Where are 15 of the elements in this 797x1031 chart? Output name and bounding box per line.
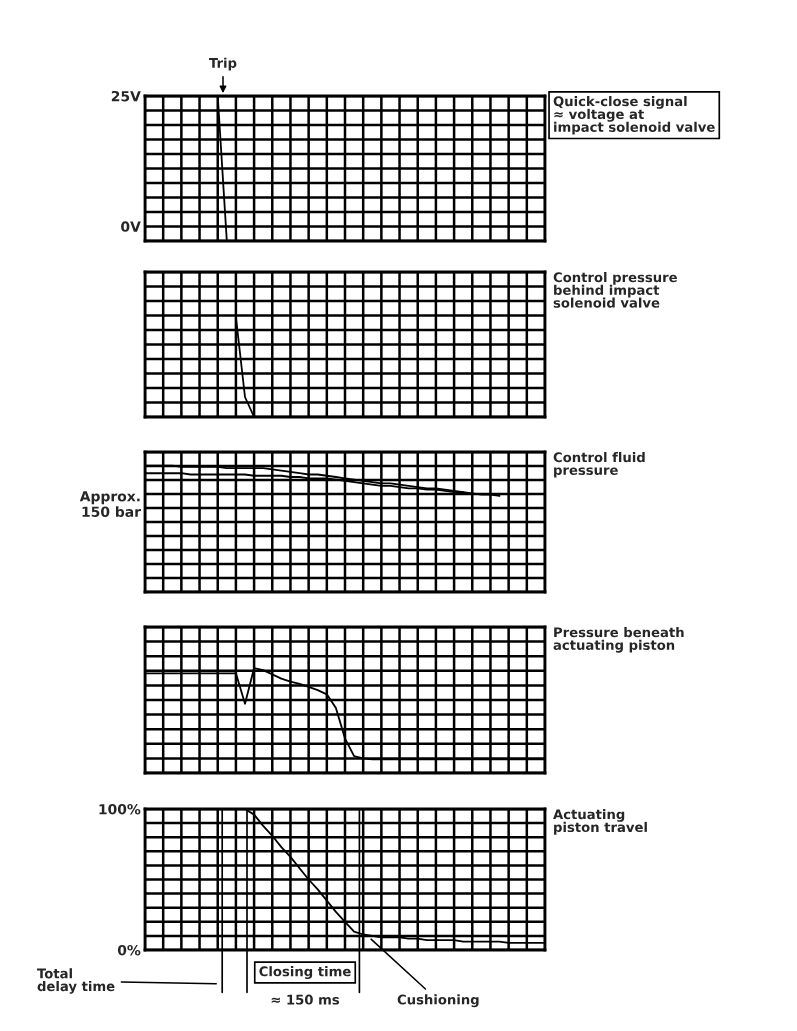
y-tick-label: 100% [99, 803, 141, 815]
text: Quick-close signal ≈ voltage at impact solenoid valve [553, 96, 715, 135]
y-tick-label: 0V [121, 221, 141, 232]
text: Total delay time [37, 968, 115, 994]
text: Closing time [259, 966, 351, 979]
text: Control fluid pressure [553, 452, 645, 478]
y-tick-label: 25V [111, 90, 141, 102]
y-axis-title: Approx. 150 bar [79, 491, 141, 518]
text: Control pressure behind impact solenoid valve [553, 272, 677, 308]
text: Cushioning [397, 994, 479, 1008]
text: Pressure beneath actuating piston [553, 627, 684, 653]
y-tick-label: 0% [117, 944, 141, 956]
text: Actuating piston travel [553, 809, 647, 835]
text: ≈ 150 ms [271, 994, 340, 1005]
text: Trip [209, 57, 237, 71]
